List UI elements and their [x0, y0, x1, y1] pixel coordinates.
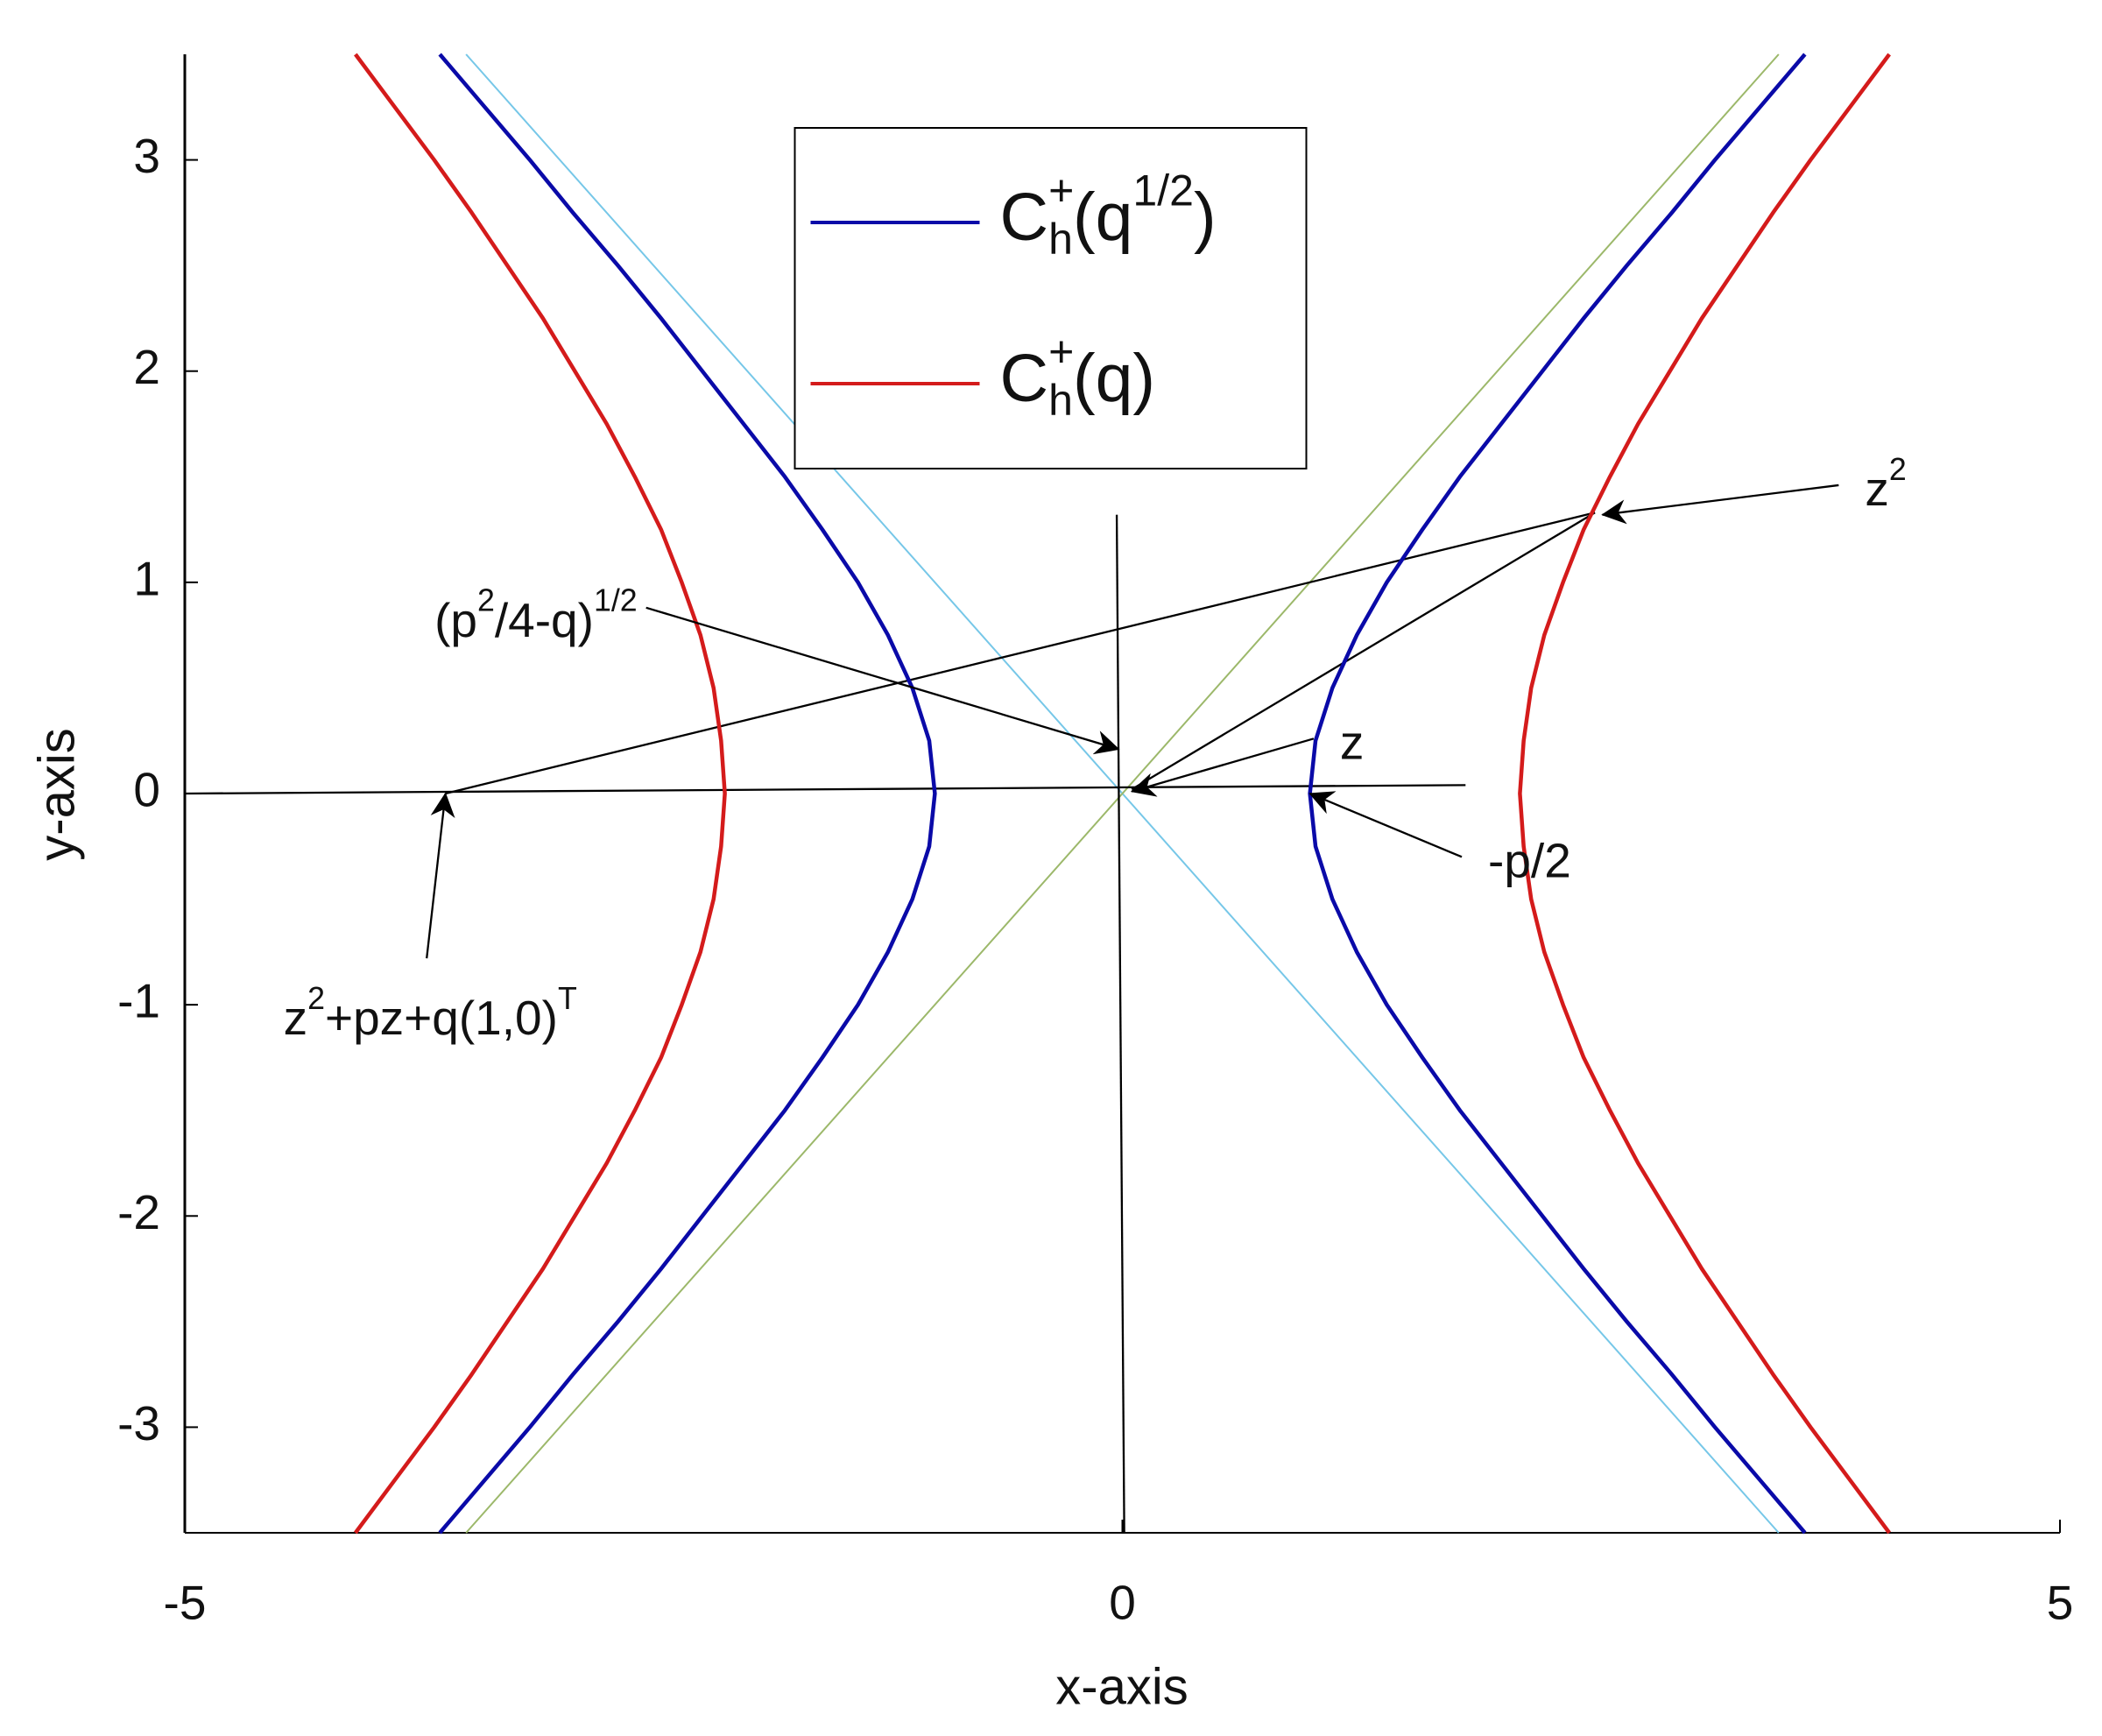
x-tick-label: -5	[164, 1576, 207, 1630]
annotation-label: (p2/4-q)1/2	[434, 583, 638, 646]
y-tick-label: 2	[133, 340, 160, 394]
asymptote	[465, 53, 1780, 1534]
text-part: 2	[1889, 452, 1907, 487]
text-part: 1/2	[1132, 166, 1194, 215]
annotation-label: -p/2	[1488, 833, 1571, 887]
text-part: /4-q)	[495, 592, 594, 646]
y-tick-label: 3	[133, 129, 160, 183]
y-tick-label: -2	[117, 1185, 160, 1239]
annotation-label: z2	[1865, 452, 1906, 515]
annotation-label: z2+pz+q(1,0)T	[284, 981, 577, 1044]
legend-label: C+ h(q1/2)	[1000, 166, 1217, 264]
y-tick-label: -3	[117, 1396, 160, 1450]
construction-line	[1131, 512, 1596, 791]
text-part: -p/2	[1488, 833, 1571, 887]
text-part: +	[1048, 166, 1074, 215]
curve	[354, 53, 1891, 1535]
text-part: 2	[307, 981, 325, 1016]
text-part: 2	[477, 583, 495, 618]
legend-box	[794, 127, 1308, 469]
text-part: C	[1000, 180, 1049, 255]
text-part: z	[284, 991, 308, 1045]
text-part: h	[1048, 376, 1073, 425]
annotation-label: z	[1340, 715, 1365, 769]
y-tick-label: 0	[133, 763, 160, 817]
x-tick-label: 0	[1109, 1576, 1136, 1630]
text-part: T	[558, 981, 577, 1016]
y-tick-label: 1	[133, 551, 160, 605]
text-part: (p	[434, 592, 477, 646]
x-tick-label: 5	[2047, 1576, 2074, 1630]
text-part: )	[1194, 180, 1217, 255]
text-part: z	[1865, 461, 1889, 515]
annotation-arrow	[1308, 791, 1463, 858]
annotation-arrow	[1601, 483, 1839, 525]
text-part: (q	[1073, 180, 1132, 255]
y-axis-label: y-axis	[28, 728, 85, 860]
annotation-arrow	[1130, 737, 1315, 797]
text-part: +pz+q(1,0)	[325, 991, 558, 1045]
annotation-arrow	[645, 606, 1120, 755]
text-part: +	[1048, 328, 1074, 377]
construction-line	[1115, 514, 1125, 1534]
text-part: (q)	[1073, 341, 1155, 416]
text-part: C	[1000, 341, 1049, 416]
annotation-arrow	[426, 792, 455, 959]
construction-line	[184, 784, 1466, 795]
x-axis-label: x-axis	[1055, 1658, 1188, 1715]
text-part: 1/2	[594, 583, 638, 618]
legend-label: C+ h(q)	[1000, 328, 1156, 425]
text-part: h	[1048, 215, 1073, 264]
text-part: z	[1340, 715, 1365, 769]
y-tick-label: -1	[117, 974, 160, 1028]
